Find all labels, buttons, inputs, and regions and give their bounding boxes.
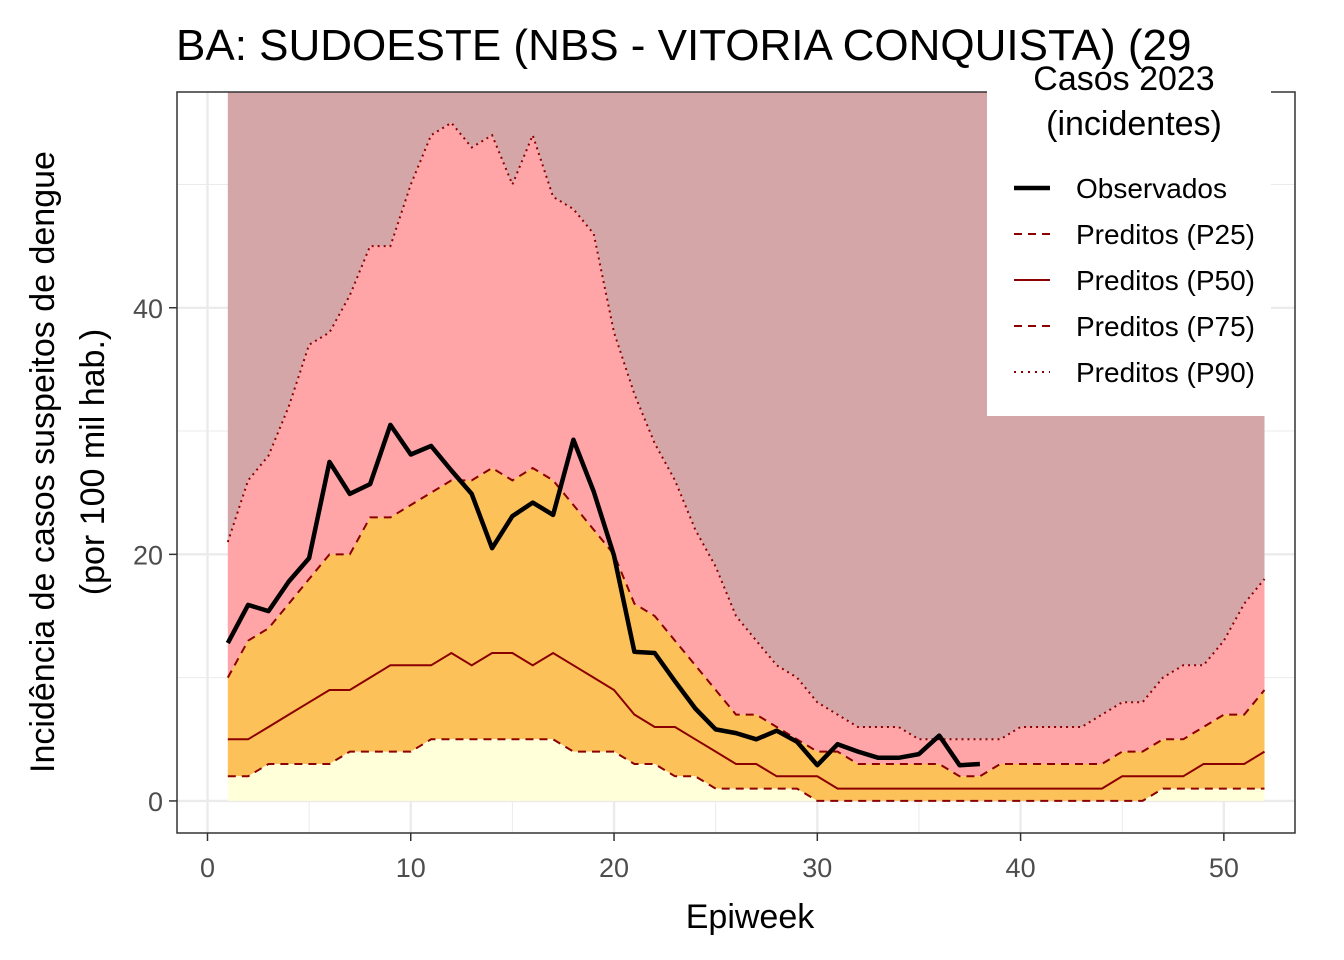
band-p75-p90	[227, 122, 1265, 777]
y-axis-title: Incidência de casos suspeitos de dengue …	[24, 151, 112, 773]
series-p50-line	[227, 651, 1266, 790]
y-axis: 0 20 40	[133, 294, 177, 817]
y-tick-label: 40	[133, 294, 163, 324]
x-tick-label: 50	[1209, 853, 1239, 883]
series-observed-line	[225, 422, 981, 768]
legend-label-3: Preditos (P50)	[1076, 265, 1255, 296]
y-axis-title-line-2: (por 100 mil hab.)	[74, 329, 112, 595]
band-p25-p75	[227, 468, 1265, 801]
legend-label-4: Preditos (P75)	[1076, 311, 1255, 342]
y-tick-label: 20	[133, 540, 163, 570]
y-tick-label: 0	[148, 787, 163, 817]
panel-border	[176, 91, 1296, 834]
legend-label-5: Preditos (P90)	[1076, 357, 1255, 388]
chart-title: BA: SUDOESTE (NBS - VITORIA CONQUISTA) (…	[176, 21, 1191, 70]
legend-items: Observados Preditos (P25) Preditos (P50) Pr…	[1014, 173, 1255, 388]
legend-title-line-2: (incidentes)	[1046, 105, 1222, 143]
x-tick-label: 0	[200, 853, 215, 883]
x-tick-label: 20	[599, 853, 629, 883]
legend-label-1: Observados	[1076, 173, 1227, 204]
percentile-lines	[226, 121, 1266, 802]
series-p75-line	[226, 466, 1266, 778]
observed-series	[225, 422, 981, 768]
x-axis: 0 10 20 30 40 50	[200, 833, 1239, 883]
legend: Casos 2023 (incidentes) Observados Predit…	[987, 60, 1271, 416]
x-axis-title: Epiweek	[686, 898, 816, 936]
y-axis-title-line-1: Incidência de casos suspeitos de dengue	[24, 151, 62, 773]
x-tick-label: 30	[802, 853, 832, 883]
legend-title-line-1: Casos 2023	[1033, 60, 1214, 98]
x-tick-label: 10	[396, 853, 426, 883]
band-below-p25	[227, 739, 1265, 801]
legend-label-2: Preditos (P25)	[1076, 219, 1255, 250]
legend-background	[987, 82, 1271, 416]
x-tick-label: 40	[1006, 853, 1036, 883]
